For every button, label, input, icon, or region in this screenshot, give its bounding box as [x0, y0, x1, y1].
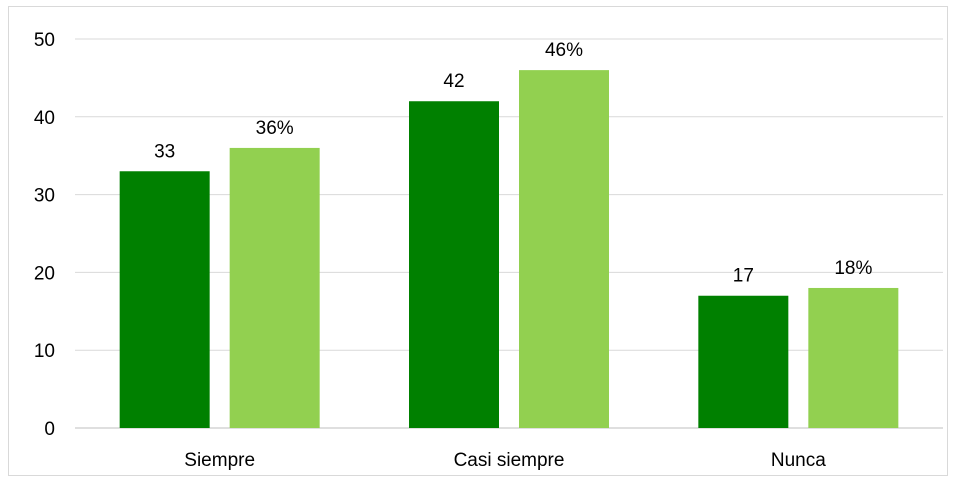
data-label: 36%	[256, 118, 294, 139]
y-axis-ticks: 0 10 20 30 40 50	[34, 30, 55, 440]
y-tick-label: 50	[34, 30, 55, 51]
y-tick-label: 10	[34, 341, 55, 362]
bar-casi-siempre-series-1	[409, 101, 499, 429]
x-axis-ticks: Siempre Casi siempre Nunca	[184, 450, 826, 471]
data-label: 33	[154, 141, 175, 162]
y-tick-label: 30	[34, 186, 55, 207]
data-label: 17	[733, 266, 754, 287]
data-label: 42	[443, 71, 464, 92]
chart-frame: 0 10 20 30 40 50 33 36% 42 46% 17 18% Siempre Casi …	[8, 6, 948, 476]
bars	[119, 70, 899, 429]
bar-nunca-series-1	[698, 295, 789, 428]
bar-casi-siempre-series-2	[519, 70, 609, 428]
bar-chart: 0 10 20 30 40 50 33 36% 42 46% 17 18% Siempre Casi …	[34, 30, 943, 471]
x-tick-label: Siempre	[184, 450, 255, 471]
bar-nunca-series-2	[808, 287, 899, 428]
x-tick-label: Casi siempre	[454, 450, 565, 471]
bar-siempre-series-1	[119, 171, 210, 428]
x-tick-label: Nunca	[771, 450, 826, 471]
data-labels: 33 36% 42 46% 17 18%	[154, 40, 872, 287]
y-tick-label: 0	[44, 419, 55, 440]
data-label: 46%	[545, 40, 583, 61]
bar-siempre-series-2	[229, 147, 320, 429]
gridlines	[75, 38, 943, 429]
y-tick-label: 20	[34, 263, 55, 284]
data-label: 18%	[834, 258, 872, 279]
y-tick-label: 40	[34, 108, 55, 129]
